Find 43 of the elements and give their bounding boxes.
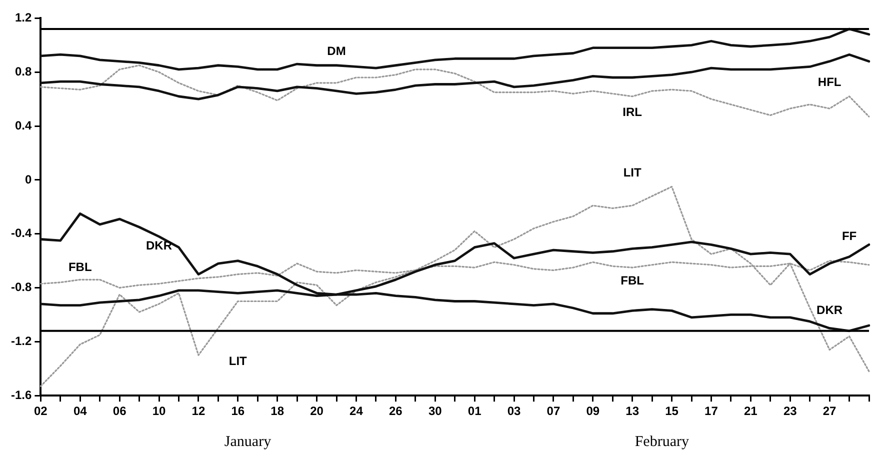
x-tick-label: 01 bbox=[468, 404, 482, 418]
x-tick-label: 13 bbox=[626, 404, 640, 418]
y-tick-label: -1.6 bbox=[10, 388, 32, 402]
x-tick-label: 04 bbox=[73, 404, 88, 418]
text: January bbox=[224, 434, 272, 450]
series-label: FF bbox=[842, 228, 857, 243]
x-tick-label: 06 bbox=[112, 404, 127, 418]
x-tick-label: 03 bbox=[507, 404, 521, 418]
series-label: DKR bbox=[146, 238, 172, 252]
text: LIT bbox=[228, 354, 247, 368]
x-tick-label: 07 bbox=[546, 404, 560, 418]
series-label: IRL bbox=[622, 104, 642, 119]
x-tick-label: 17 bbox=[704, 404, 718, 418]
y-tick-label: 1.2 bbox=[14, 10, 32, 25]
x-tick-label: 27 bbox=[822, 404, 837, 418]
x-tick-label: 15 bbox=[665, 404, 679, 418]
x-tick-label: 20 bbox=[310, 404, 324, 418]
x-tick-label: 02 bbox=[34, 404, 48, 418]
line-series bbox=[40, 64, 870, 118]
x-tick-label: 24 bbox=[350, 404, 364, 418]
x-tick-label: 21 bbox=[744, 404, 758, 418]
x-tick-label: 18 bbox=[270, 404, 284, 418]
text: February bbox=[634, 434, 690, 450]
x-tick-label: 30 bbox=[428, 404, 442, 418]
x-tick-label: 16 bbox=[231, 404, 245, 418]
y-tick-label: 0.4 bbox=[14, 118, 32, 132]
x-tick-label: 23 bbox=[783, 404, 798, 418]
x-tick-label: 12 bbox=[192, 404, 206, 418]
x-tick-label: 26 bbox=[388, 404, 403, 418]
y-tick-label: -0.4 bbox=[10, 226, 32, 240]
x-tick-label: 10 bbox=[152, 404, 166, 418]
text: FBL bbox=[620, 273, 644, 288]
y-tick-label: 0.8 bbox=[14, 64, 32, 78]
line-series bbox=[40, 186, 870, 387]
y-tick-label: -0.8 bbox=[10, 280, 32, 294]
y-tick-label: 0 bbox=[24, 172, 32, 186]
y-tick-label: -1.2 bbox=[10, 334, 32, 348]
x-tick-label: 09 bbox=[586, 404, 600, 418]
series-label: FBL bbox=[68, 260, 92, 274]
series-label: HFL bbox=[818, 75, 842, 90]
series-label: LIT bbox=[623, 166, 642, 180]
series-label: DM bbox=[327, 44, 346, 58]
text: DKR bbox=[816, 302, 843, 317]
